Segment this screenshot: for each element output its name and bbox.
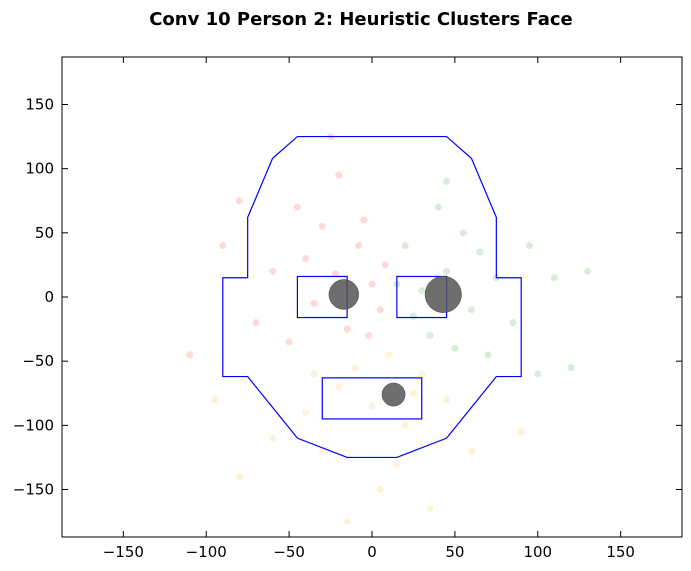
point-orange-15 bbox=[426, 505, 434, 513]
point-green-18 bbox=[443, 177, 451, 185]
point-red-4 bbox=[343, 325, 351, 333]
x-tick-label: 150 bbox=[606, 543, 635, 561]
point-red-17 bbox=[235, 197, 243, 205]
point-green-17 bbox=[584, 267, 592, 275]
point-green-13 bbox=[525, 242, 533, 250]
cluster-centroids bbox=[328, 275, 462, 407]
point-orange-10 bbox=[351, 364, 359, 372]
point-green-16 bbox=[534, 370, 542, 378]
centroid-1 bbox=[424, 275, 462, 313]
point-red-10 bbox=[360, 216, 368, 224]
point-green-7 bbox=[409, 312, 417, 320]
head-outline bbox=[222, 135, 522, 459]
point-red-3 bbox=[318, 222, 326, 230]
point-orange-1 bbox=[335, 383, 343, 391]
point-orange-12 bbox=[235, 473, 243, 481]
y-tick-label: −150 bbox=[13, 481, 54, 499]
point-red-8 bbox=[335, 171, 343, 179]
point-red-6 bbox=[293, 203, 301, 211]
y-tick-label: −100 bbox=[13, 416, 54, 434]
plot-frame bbox=[61, 56, 683, 538]
centroid-2 bbox=[381, 382, 406, 407]
point-orange-0 bbox=[385, 351, 393, 359]
point-red-1 bbox=[355, 242, 363, 250]
y-tick-label: 100 bbox=[25, 160, 54, 178]
point-red-0 bbox=[332, 270, 340, 278]
point-red-9 bbox=[252, 319, 260, 327]
point-green-14 bbox=[550, 274, 558, 282]
y-tick-label: 50 bbox=[35, 224, 54, 242]
point-green-4 bbox=[401, 242, 409, 250]
centroid-0 bbox=[328, 279, 359, 310]
point-green-11 bbox=[476, 248, 484, 256]
point-red-2 bbox=[376, 306, 384, 314]
x-tick-label: 50 bbox=[445, 543, 464, 561]
point-orange-9 bbox=[443, 396, 451, 404]
y-tick-label: 150 bbox=[25, 95, 54, 113]
point-orange-13 bbox=[467, 447, 475, 455]
point-orange-14 bbox=[310, 370, 318, 378]
point-orange-18 bbox=[211, 396, 219, 404]
point-red-5 bbox=[368, 280, 376, 288]
point-orange-8 bbox=[269, 434, 277, 442]
point-red-12 bbox=[219, 242, 227, 250]
point-orange-19 bbox=[409, 389, 417, 397]
y-axis: 150 100 50 0 −50 −100 −150 bbox=[13, 95, 682, 499]
x-axis: −150 −100 −50 0 50 100 150 bbox=[103, 57, 635, 561]
point-green-3 bbox=[426, 332, 434, 340]
point-red-13 bbox=[381, 261, 389, 269]
point-orange-6 bbox=[318, 447, 326, 455]
point-orange-17 bbox=[517, 428, 525, 436]
point-green-19 bbox=[567, 364, 575, 372]
point-red-11 bbox=[310, 299, 318, 307]
point-orange-5 bbox=[401, 421, 409, 429]
point-orange-4 bbox=[368, 402, 376, 410]
x-tick-label: 0 bbox=[367, 543, 377, 561]
point-green-2 bbox=[467, 306, 475, 314]
point-red-14 bbox=[285, 338, 293, 346]
point-red-19 bbox=[302, 254, 310, 262]
mouth-box bbox=[321, 377, 423, 420]
point-green-5 bbox=[459, 229, 467, 237]
point-red-15 bbox=[186, 351, 194, 359]
point-orange-16 bbox=[343, 518, 351, 526]
point-green-15 bbox=[484, 351, 492, 359]
point-orange-7 bbox=[393, 460, 401, 468]
point-green-8 bbox=[434, 203, 442, 211]
point-green-1 bbox=[443, 267, 451, 275]
x-tick-label: −50 bbox=[273, 543, 305, 561]
data-points bbox=[186, 133, 592, 526]
point-red-18 bbox=[365, 332, 373, 340]
point-orange-2 bbox=[418, 370, 426, 378]
y-tick-label: 0 bbox=[44, 288, 54, 306]
point-red-7 bbox=[269, 267, 277, 275]
point-orange-11 bbox=[376, 486, 384, 494]
chart-title: Conv 10 Person 2: Heuristic Clusters Fac… bbox=[149, 9, 573, 30]
y-tick-label: −50 bbox=[22, 352, 54, 370]
point-orange-3 bbox=[302, 409, 310, 417]
x-tick-label: −150 bbox=[103, 543, 144, 561]
point-green-9 bbox=[509, 319, 517, 327]
point-green-0 bbox=[418, 287, 426, 295]
point-green-10 bbox=[451, 344, 459, 352]
x-tick-label: 100 bbox=[523, 543, 552, 561]
x-tick-label: −100 bbox=[186, 543, 227, 561]
